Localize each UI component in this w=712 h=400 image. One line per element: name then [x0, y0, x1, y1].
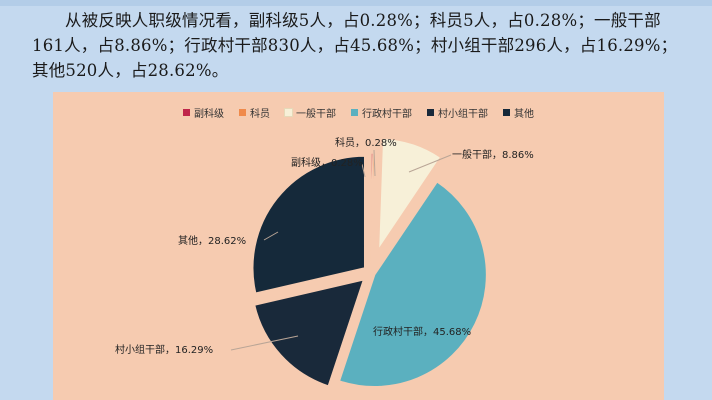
legend-label: 其他: [514, 109, 534, 120]
legend-swatch: [284, 108, 293, 117]
leader-line: [263, 231, 279, 241]
slice-label: 副科级，0.28%: [291, 156, 363, 169]
chart-legend: 副科级 科员 一般干部 行政村干部 村小组干部 其他: [53, 105, 664, 120]
legend-item: 其他: [503, 105, 534, 120]
legend-label: 科员: [250, 109, 270, 120]
pie-slice: [377, 137, 442, 253]
pie-slice: [251, 155, 366, 295]
legend-label: 行政村干部: [362, 109, 412, 120]
slice-label: 村小组干部，16.29%: [115, 343, 213, 356]
slice-label: 其他，28.62%: [178, 234, 246, 247]
slice-label: 一般干部，8.86%: [452, 148, 534, 161]
summary-paragraph: 从被反映人职级情况看，副科级5人，占0.28%；科员5人，占0.28%；一般干部…: [32, 11, 678, 80]
legend-item: 科员: [239, 105, 270, 120]
legend-label: 一般干部: [296, 109, 336, 120]
pie-slice: [338, 180, 488, 388]
pie-chart-svg: 副科级，0.28% 科员，0.28% 一般干部，8.86% 行政村干部，45.68% 村…: [115, 136, 534, 388]
leader-line: [361, 163, 366, 178]
legend-swatch: [239, 109, 246, 116]
legend-item: 一般干部: [284, 105, 336, 120]
pie-chart: 副科级 科员 一般干部 行政村干部 村小组干部 其他 副科级，0.28% 科员，0.28% 一…: [53, 92, 664, 400]
legend-swatch: [351, 109, 358, 116]
legend-swatch: [427, 109, 434, 116]
legend-item: 行政村干部: [351, 105, 412, 120]
legend-label: 副科级: [194, 109, 224, 120]
slice-label: 行政村干部，45.68%: [373, 325, 471, 338]
slide-top-band: [0, 0, 712, 6]
legend-swatch: [183, 109, 190, 116]
legend-item: 副科级: [183, 105, 224, 120]
slice-label: 科员，0.28%: [335, 136, 397, 149]
leader-line: [408, 154, 452, 173]
leader-line: [373, 149, 376, 177]
pie-slice: [253, 278, 365, 387]
leader-line: [230, 335, 299, 351]
legend-label: 村小组干部: [438, 109, 488, 120]
legend-swatch: [503, 109, 510, 116]
legend-item: 村小组干部: [427, 105, 488, 120]
